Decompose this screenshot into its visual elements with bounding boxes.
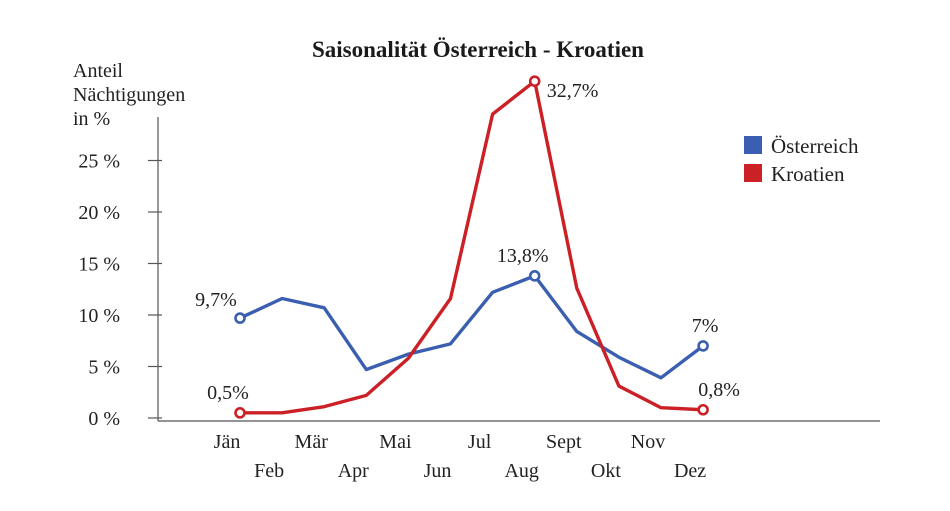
x-tick-label: Aug xyxy=(504,460,538,482)
legend-label: Österreich xyxy=(771,134,859,158)
x-ticks: Jän Feb Mär Apr Mai Jun Jul Aug Sept Okt Nov Dez xyxy=(214,431,707,482)
data-labels: 9,7% 13,8% 7% 0,5% 32,7% 0,8% xyxy=(195,80,740,404)
chart-title: Saisonalität Österreich - Kroatien xyxy=(312,37,644,62)
point-marker xyxy=(528,75,541,87)
y-ticks: 0 % 5 % 10 % 15 % 20 % 25 % xyxy=(78,151,162,430)
y-tick-label: 5 % xyxy=(88,357,120,379)
y-axis-label-line: Nächtigungen xyxy=(73,84,185,106)
y-tick-label: 20 % xyxy=(78,202,120,224)
data-label: 0,5% xyxy=(207,382,249,404)
x-tick-label: Dez xyxy=(674,460,706,482)
point-markers xyxy=(234,75,709,419)
y-tick-label: 10 % xyxy=(78,305,120,327)
x-tick-label: Apr xyxy=(338,460,369,482)
point-marker xyxy=(234,312,246,324)
data-label: 32,7% xyxy=(547,80,599,102)
y-axis-label-line: Anteil xyxy=(73,60,123,82)
page-edge xyxy=(944,0,950,511)
x-tick-label: Mai xyxy=(379,431,412,453)
x-tick-label: Okt xyxy=(591,460,621,482)
data-label: 7% xyxy=(692,315,719,337)
legend-swatch xyxy=(744,164,762,182)
legend-swatch xyxy=(744,136,762,154)
data-label: 13,8% xyxy=(497,245,549,267)
x-tick-label: Jun xyxy=(424,460,452,482)
x-tick-label: Jul xyxy=(468,431,492,453)
legend: Österreich Kroatien xyxy=(744,134,859,186)
x-tick-label: Nov xyxy=(631,431,665,453)
series-line-1 xyxy=(238,79,705,415)
point-marker xyxy=(697,340,709,352)
series-lines xyxy=(238,79,705,415)
series-line-0 xyxy=(238,274,705,380)
y-tick-label: 15 % xyxy=(78,254,120,276)
axes xyxy=(157,117,880,422)
data-label: 9,7% xyxy=(195,289,237,311)
x-tick-label: Sept xyxy=(546,431,582,453)
x-tick-label: Feb xyxy=(254,460,284,482)
point-marker xyxy=(234,407,246,419)
y-tick-label: 25 % xyxy=(78,151,120,173)
point-marker xyxy=(528,270,541,282)
x-tick-label: Jän xyxy=(214,431,241,453)
data-label: 0,8% xyxy=(698,379,740,401)
y-axis-label-line: in % xyxy=(73,108,110,130)
legend-label: Kroatien xyxy=(771,162,845,186)
point-marker xyxy=(697,403,709,416)
y-tick-label: 0 % xyxy=(88,408,120,430)
x-tick-label: Mär xyxy=(295,431,329,453)
